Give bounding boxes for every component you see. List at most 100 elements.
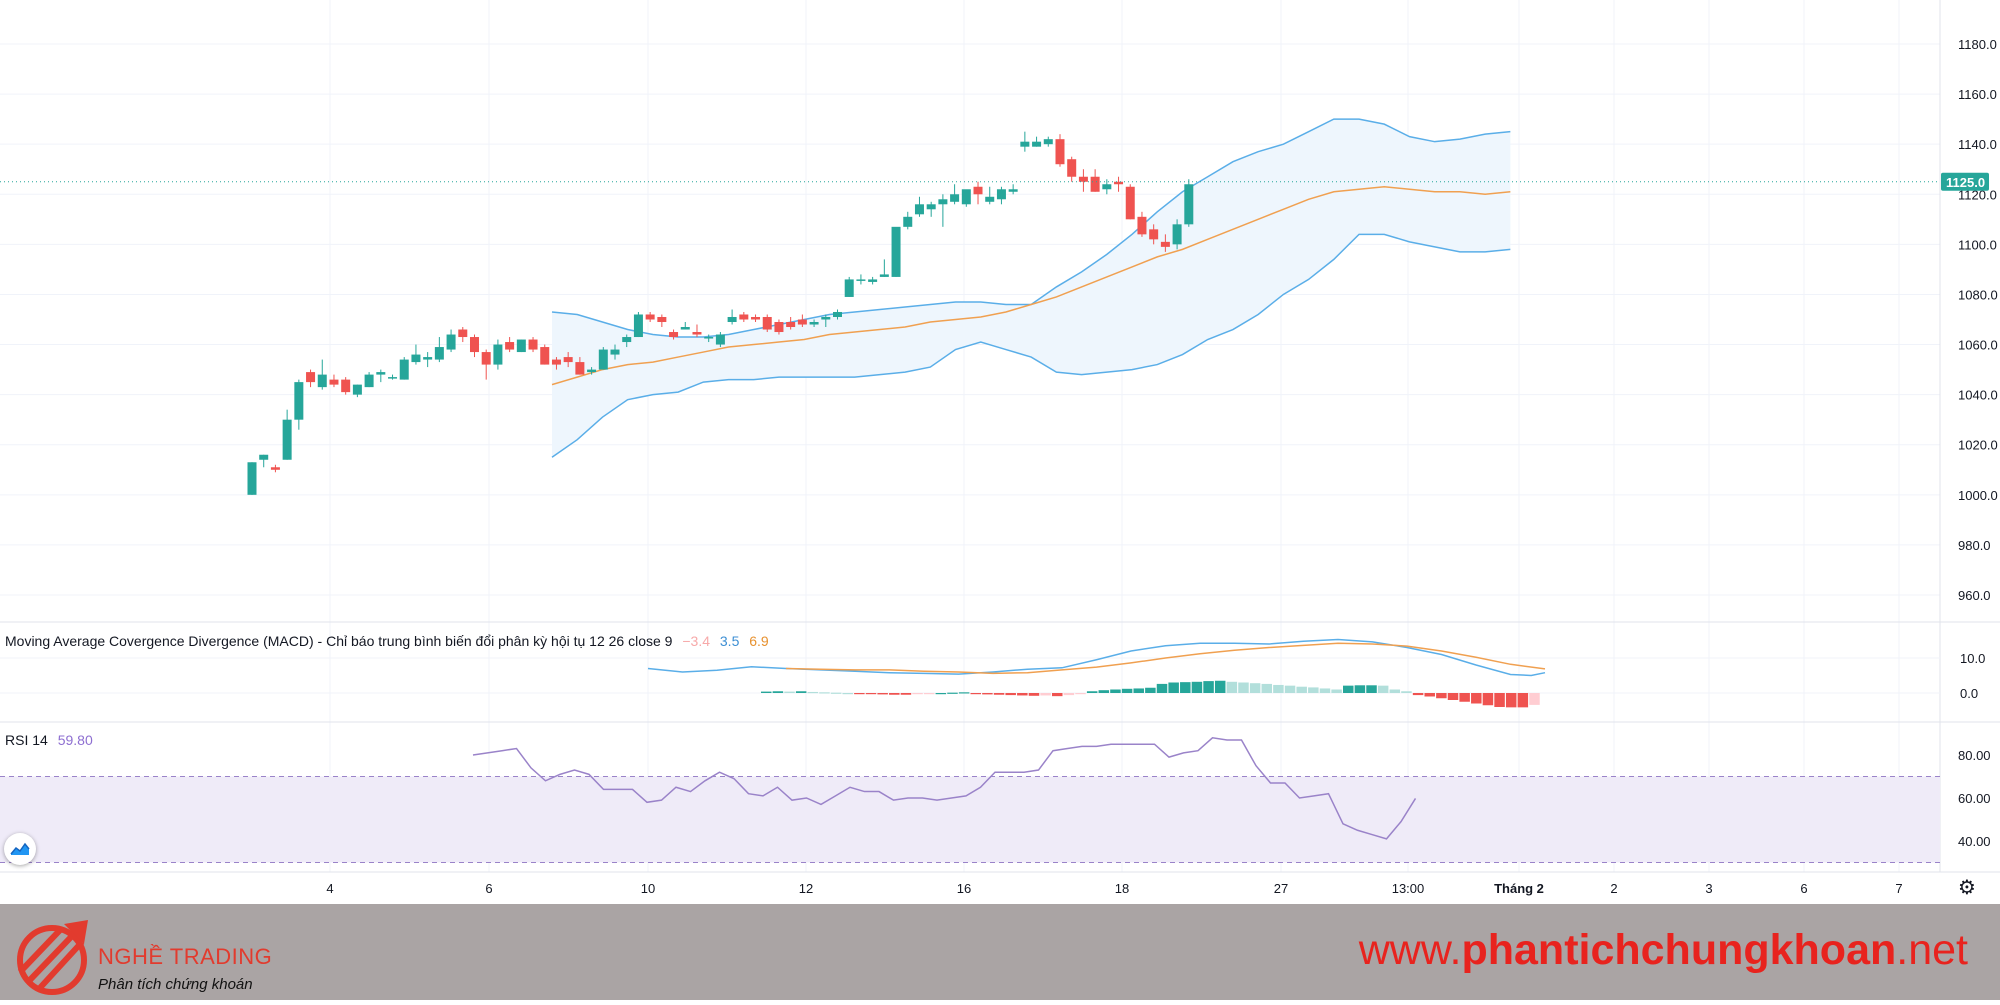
url-prefix: www. <box>1358 926 1462 974</box>
macd-histogram-bar <box>1517 693 1529 708</box>
price-tick-label: 1160.0 <box>1958 87 1997 102</box>
macd-histogram-bar <box>1459 693 1470 702</box>
macd-histogram-bar <box>1424 693 1435 697</box>
time-tick-label: 16 <box>957 881 971 896</box>
macd-histogram-bar <box>993 693 1005 695</box>
candle-body <box>903 216 913 227</box>
candle-body <box>481 352 491 365</box>
macd-histogram-bar <box>1354 685 1366 693</box>
price-tick-label: 1040.0 <box>1958 388 1998 403</box>
time-tick-label: 27 <box>1274 881 1288 896</box>
rsi-pane: 80.00 60.00 40.00 <box>472 737 1991 849</box>
macd-histogram-bar <box>877 693 888 695</box>
gear-icon[interactable]: ⚙ <box>1958 877 1976 899</box>
candle-body <box>575 362 585 375</box>
macd-histogram-bar <box>865 693 877 695</box>
brand-tagline: Phân tích chứng khoán <box>98 976 253 993</box>
candle-body <box>739 314 749 320</box>
price-tick-label: 960.0 <box>1958 588 1991 603</box>
candle-body <box>282 419 292 460</box>
candle-body <box>985 196 995 202</box>
rsi-tick-label: 60.00 <box>1958 791 1991 806</box>
macd-histogram-value: −3.4 <box>682 633 710 649</box>
candlesticks[interactable] <box>247 131 1194 495</box>
macd-histogram-bar <box>947 692 958 694</box>
time-tick-label: 10 <box>641 881 655 896</box>
candle-body <box>751 316 761 320</box>
candle-body <box>868 279 878 282</box>
macd-histogram-bar <box>1505 693 1517 708</box>
chart-canvas[interactable]: 10.0 0.0 80.00 60.00 40.00 1180.0 1160.0 1140… <box>0 0 2000 904</box>
candle-body <box>680 327 690 330</box>
candle-body <box>891 226 901 277</box>
candle-body <box>540 347 550 365</box>
macd-histogram-bar <box>1133 688 1144 693</box>
candle-body <box>692 332 702 335</box>
candle-body <box>856 279 866 281</box>
candle-body <box>1125 186 1135 220</box>
bollinger-fill <box>552 119 1511 458</box>
macd-histogram-bar <box>1180 682 1191 693</box>
candle-body <box>247 462 257 495</box>
tradingview-logo-icon[interactable] <box>4 833 36 865</box>
candle-body <box>879 274 889 277</box>
candle-body <box>388 377 398 379</box>
macd-histogram-bar <box>1529 693 1540 705</box>
time-tick-label: 7 <box>1895 881 1902 896</box>
macd-histogram-bar <box>1017 693 1028 696</box>
candle-body <box>294 382 304 420</box>
macd-histogram-bar <box>889 693 900 695</box>
macd-histogram-bar <box>1226 681 1238 693</box>
candle-body <box>352 384 362 395</box>
candle-body <box>704 337 714 339</box>
candle-body <box>270 467 280 470</box>
candle-body <box>622 337 632 343</box>
candle-body <box>1102 184 1112 190</box>
price-tick-label: 1060.0 <box>1958 338 1998 353</box>
candle-body <box>587 369 597 373</box>
candle-body <box>950 194 960 202</box>
macd-histogram-bar <box>1203 681 1214 693</box>
rsi-line <box>472 737 1417 840</box>
last-price-tag <box>1941 172 1989 191</box>
macd-histogram-bar <box>935 693 947 695</box>
rsi-value: 59.80 <box>57 732 93 748</box>
rsi-band-fill <box>0 776 1940 863</box>
macd-histogram-bar <box>1273 684 1284 693</box>
brand-name: NGHỀ TRADING <box>98 944 273 969</box>
candle-body <box>809 322 819 325</box>
candle-body <box>376 372 386 375</box>
macd-legend-label: Moving Average Covergence Divergence (MA… <box>5 633 673 649</box>
candle-body <box>446 334 456 350</box>
candle-body <box>1020 141 1030 147</box>
price-tick-label: 980.0 <box>1958 538 1991 553</box>
price-tick-label: 1180.0 <box>1958 37 1997 52</box>
macd-histogram-bar <box>982 693 993 695</box>
candle-body <box>1160 241 1170 247</box>
macd-histogram-bar <box>842 693 853 695</box>
candle-body <box>1172 224 1182 245</box>
macd-histogram-bar <box>1063 693 1075 696</box>
candle-body <box>996 189 1006 200</box>
bollinger-bands <box>551 118 1511 458</box>
macd-tick-label: 10.0 <box>1960 651 1985 666</box>
time-axis[interactable]: 4 6 10 12 16 18 27 13:00 Tháng 2 2 3 6 7 <box>326 881 1902 896</box>
price-axis[interactable]: 1180.0 1160.0 1140.0 1120.0 1100.0 1080.0 1060… <box>0 37 1998 603</box>
candle-body <box>973 186 983 195</box>
rsi-legend-label: RSI 14 <box>5 732 48 748</box>
macd-histogram-bar <box>1098 690 1110 693</box>
macd-histogram-bar <box>830 692 842 694</box>
price-tick-label: 1120.0 <box>1958 187 1997 202</box>
macd-histogram-bar <box>1238 682 1249 693</box>
macd-histogram-bar <box>1040 693 1051 696</box>
site-url[interactable]: www.phantichchungkhoan.net <box>1359 926 1968 975</box>
candle-body <box>551 359 561 365</box>
macd-histogram-bar <box>1121 688 1133 693</box>
url-suffix: .net <box>1896 926 1968 974</box>
candle-body <box>610 349 620 355</box>
candle-body <box>434 347 444 360</box>
macd-histogram-bar <box>1086 691 1098 693</box>
macd-histogram-bar <box>761 691 772 693</box>
candle-body <box>833 311 842 317</box>
macd-histogram-bar <box>1471 693 1482 704</box>
